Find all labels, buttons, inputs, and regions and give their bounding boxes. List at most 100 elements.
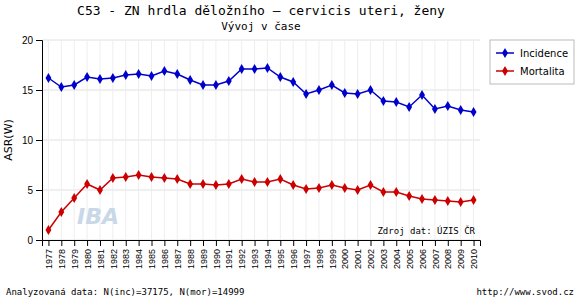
x-grid-line — [293, 40, 294, 240]
x-tick-mark — [61, 240, 62, 246]
x-grid-line — [228, 40, 229, 240]
x-grid-line — [306, 40, 307, 240]
series-marker — [445, 196, 451, 206]
x-tick-mark — [190, 240, 191, 246]
y-tick-mark — [36, 190, 42, 191]
x-tick-label: 1994 — [263, 249, 273, 269]
x-tick: 1991 — [224, 240, 234, 269]
series-marker — [226, 179, 232, 189]
x-tick-label: 1977 — [44, 249, 54, 269]
x-tick-label: 2002 — [366, 249, 376, 269]
series-marker — [471, 195, 477, 205]
y-axis-line — [36, 41, 43, 241]
legend: Incidence Mortalita — [490, 40, 574, 84]
series-marker — [264, 177, 270, 187]
x-tick: 1993 — [250, 240, 260, 269]
series-marker — [161, 66, 167, 76]
series-marker — [290, 180, 296, 190]
x-tick: 1992 — [237, 240, 247, 269]
series-marker — [213, 180, 219, 190]
x-tick-mark — [319, 240, 320, 246]
x-tick: 1978 — [57, 240, 67, 269]
series-marker — [110, 173, 116, 183]
y-grid-line — [42, 40, 480, 41]
x-grid-line — [318, 40, 319, 240]
legend-marker — [502, 66, 508, 76]
x-tick-mark — [87, 240, 88, 246]
series-marker — [316, 85, 322, 95]
series-marker — [84, 72, 90, 82]
y-tick-label: 10 — [22, 135, 34, 146]
x-grid-line — [280, 40, 281, 240]
y-tick: 15 — [22, 85, 42, 96]
x-tick-label: 2009 — [456, 249, 466, 269]
x-grid-line — [409, 40, 410, 240]
x-tick: 2004 — [392, 240, 402, 269]
x-tick-mark — [396, 240, 397, 246]
x-tick-mark — [306, 240, 307, 246]
x-tick-label: 1986 — [160, 249, 170, 269]
title: C53 - ZN hrdla děložního – cervicis uter… — [77, 3, 445, 18]
series-marker — [149, 172, 155, 182]
series-marker — [149, 71, 155, 81]
series-marker — [342, 88, 348, 98]
plot: IBAZdroj dat: ÚZIS ČR1977197819791980198… — [22, 35, 481, 269]
x-grid-line — [383, 40, 384, 240]
x-axis-line — [43, 241, 481, 247]
x-tick-label: 1980 — [83, 249, 93, 269]
x-tick-label: 2005 — [405, 249, 415, 269]
legend-label: Mortalita — [520, 66, 565, 77]
y-tick-label: 0 — [27, 235, 33, 246]
series-marker — [200, 80, 206, 90]
series-marker — [303, 89, 309, 99]
series-marker — [432, 195, 438, 205]
series-marker — [226, 76, 232, 86]
series-marker — [161, 173, 167, 183]
x-tick: 1990 — [212, 240, 222, 269]
legend-marker — [502, 48, 508, 58]
marks — [45, 63, 476, 235]
x-grid-line — [215, 40, 216, 240]
x-tick-label: 2008 — [443, 249, 453, 269]
x-grid-line — [74, 40, 75, 240]
x-axis: 1977197819791980198119821983198419851986… — [43, 240, 481, 269]
legend-label: Incidence — [520, 48, 568, 59]
y-axis-title: ASR(W) — [2, 119, 15, 161]
x-tick-mark — [126, 240, 127, 246]
x-tick: 2002 — [366, 240, 376, 269]
x-grid-line — [151, 40, 152, 240]
x-tick-label: 1995 — [276, 249, 286, 269]
watermark: IBA — [77, 204, 119, 229]
x-tick: 1985 — [147, 240, 157, 269]
x-tick: 1980 — [83, 240, 93, 269]
x-tick-label: 1984 — [134, 249, 144, 269]
series-marker — [213, 80, 219, 90]
series-marker — [84, 179, 90, 189]
series-marker — [277, 174, 283, 184]
x-tick: 2010 — [469, 240, 479, 269]
chart: IBAZdroj dat: ÚZIS ČR1977197819791980198… — [0, 0, 580, 300]
x-tick: 1986 — [160, 240, 170, 269]
y-grid-line — [42, 90, 480, 91]
x-tick-mark — [216, 240, 217, 246]
x-grid-line — [434, 40, 435, 240]
x-tick-mark — [229, 240, 230, 246]
series-marker — [239, 64, 245, 74]
x-tick: 1982 — [109, 240, 119, 269]
x-tick-label: 1988 — [186, 249, 196, 269]
series-marker — [110, 73, 116, 83]
x-tick: 1997 — [302, 240, 312, 269]
series-marker — [406, 102, 412, 112]
y-grid-line — [42, 140, 480, 141]
series-line — [48, 68, 473, 112]
series-marker — [58, 207, 64, 217]
y-grid-line — [42, 190, 480, 191]
x-tick-label: 2000 — [340, 249, 350, 269]
x-tick-label: 1979 — [70, 249, 80, 269]
x-tick-label: 1998 — [315, 249, 325, 269]
x-tick: 1994 — [263, 240, 273, 269]
x-tick-label: 1997 — [302, 249, 312, 269]
series-marker — [458, 105, 464, 115]
x-tick-mark — [371, 240, 372, 246]
series-marker — [419, 194, 425, 204]
